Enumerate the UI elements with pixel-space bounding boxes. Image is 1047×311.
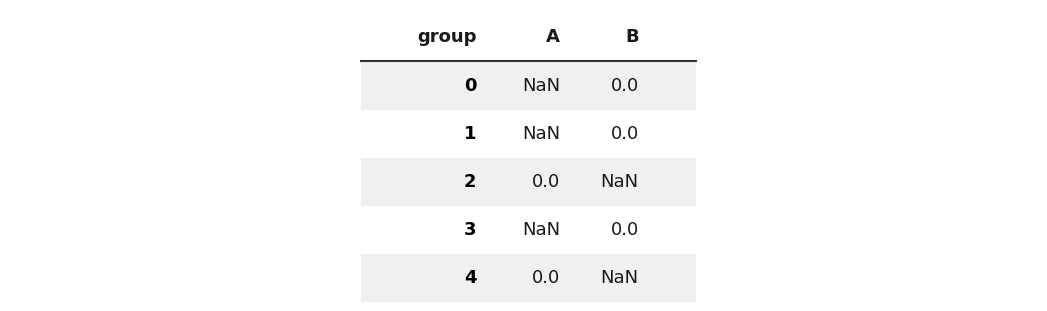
Text: 0.0: 0.0 xyxy=(610,77,639,95)
Text: 0: 0 xyxy=(464,77,476,95)
Text: B: B xyxy=(625,28,639,46)
Text: 0.0: 0.0 xyxy=(532,173,560,191)
Text: 3: 3 xyxy=(464,221,476,239)
Text: NaN: NaN xyxy=(601,173,639,191)
Text: A: A xyxy=(547,28,560,46)
Text: 0.0: 0.0 xyxy=(610,125,639,143)
Text: NaN: NaN xyxy=(601,269,639,287)
Text: 0.0: 0.0 xyxy=(532,269,560,287)
FancyBboxPatch shape xyxy=(361,254,696,302)
FancyBboxPatch shape xyxy=(361,158,696,206)
Text: group: group xyxy=(417,28,476,46)
Text: 2: 2 xyxy=(464,173,476,191)
Text: 4: 4 xyxy=(464,269,476,287)
FancyBboxPatch shape xyxy=(361,62,696,110)
Text: NaN: NaN xyxy=(522,77,560,95)
Text: 1: 1 xyxy=(464,125,476,143)
Text: 0.0: 0.0 xyxy=(610,221,639,239)
Text: NaN: NaN xyxy=(522,125,560,143)
Text: NaN: NaN xyxy=(522,221,560,239)
